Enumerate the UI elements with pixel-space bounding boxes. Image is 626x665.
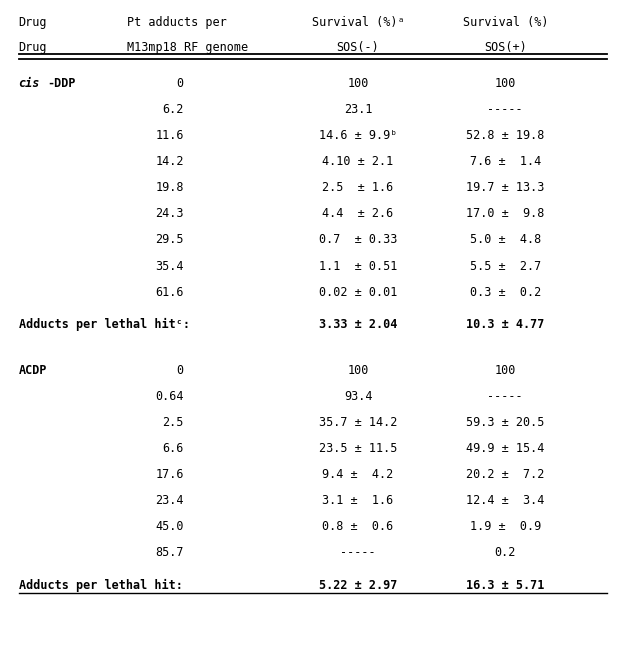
Text: 0.8 ±  0.6: 0.8 ± 0.6 [322, 520, 394, 533]
Text: -----: ----- [341, 546, 376, 559]
Text: 7.6 ±  1.4: 7.6 ± 1.4 [470, 155, 541, 168]
Text: 4.4  ± 2.6: 4.4 ± 2.6 [322, 207, 394, 220]
Text: 4.10 ± 2.1: 4.10 ± 2.1 [322, 155, 394, 168]
Text: -DDP: -DDP [47, 77, 75, 90]
Text: 85.7: 85.7 [155, 546, 184, 559]
Text: 23.4: 23.4 [155, 494, 184, 507]
Text: 0.7  ± 0.33: 0.7 ± 0.33 [319, 233, 398, 247]
Text: 0.3 ±  0.2: 0.3 ± 0.2 [470, 285, 541, 299]
Text: ACDP: ACDP [19, 364, 47, 377]
Text: 12.4 ±  3.4: 12.4 ± 3.4 [466, 494, 545, 507]
Text: -----: ----- [488, 390, 523, 403]
Text: 6.6: 6.6 [162, 442, 184, 455]
Text: 5.5 ±  2.7: 5.5 ± 2.7 [470, 259, 541, 273]
Text: 93.4: 93.4 [344, 390, 372, 403]
Text: 17.6: 17.6 [155, 468, 184, 481]
Text: 6.2: 6.2 [162, 103, 184, 116]
Text: cis: cis [19, 77, 40, 90]
Text: 0.2: 0.2 [495, 546, 516, 559]
Text: 1.9 ±  0.9: 1.9 ± 0.9 [470, 520, 541, 533]
Text: Survival (%): Survival (%) [463, 17, 548, 29]
Text: 52.8 ± 19.8: 52.8 ± 19.8 [466, 129, 545, 142]
Text: 49.9 ± 15.4: 49.9 ± 15.4 [466, 442, 545, 455]
Text: 23.1: 23.1 [344, 103, 372, 116]
Text: 23.5 ± 11.5: 23.5 ± 11.5 [319, 442, 398, 455]
Text: 10.3 ± 4.77: 10.3 ± 4.77 [466, 318, 545, 331]
Text: 20.2 ±  7.2: 20.2 ± 7.2 [466, 468, 545, 481]
Text: 3.33 ± 2.04: 3.33 ± 2.04 [319, 318, 398, 331]
Text: 2.5: 2.5 [162, 416, 184, 429]
Text: Pt adducts per: Pt adducts per [126, 17, 227, 29]
Text: 0.02 ± 0.01: 0.02 ± 0.01 [319, 285, 398, 299]
Text: 59.3 ± 20.5: 59.3 ± 20.5 [466, 416, 545, 429]
Text: Drug: Drug [19, 41, 47, 54]
Text: 19.8: 19.8 [155, 182, 184, 194]
Text: 11.6: 11.6 [155, 129, 184, 142]
Text: 100: 100 [495, 364, 516, 377]
Text: SOS(-): SOS(-) [337, 41, 379, 54]
Text: 14.6 ± 9.9ᵇ: 14.6 ± 9.9ᵇ [319, 129, 398, 142]
Text: 3.1 ±  1.6: 3.1 ± 1.6 [322, 494, 394, 507]
Text: 2.5  ± 1.6: 2.5 ± 1.6 [322, 182, 394, 194]
Text: Adducts per lethal hitᶜ:: Adducts per lethal hitᶜ: [19, 318, 190, 331]
Text: 19.7 ± 13.3: 19.7 ± 13.3 [466, 182, 545, 194]
Text: 1.1  ± 0.51: 1.1 ± 0.51 [319, 259, 398, 273]
Text: Survival (%)ᵃ: Survival (%)ᵃ [312, 17, 404, 29]
Text: 5.22 ± 2.97: 5.22 ± 2.97 [319, 579, 398, 592]
Text: SOS(+): SOS(+) [484, 41, 526, 54]
Text: 9.4 ±  4.2: 9.4 ± 4.2 [322, 468, 394, 481]
Text: 35.4: 35.4 [155, 259, 184, 273]
Text: 100: 100 [347, 77, 369, 90]
Text: 0.64: 0.64 [155, 390, 184, 403]
Text: 61.6: 61.6 [155, 285, 184, 299]
Text: 5.0 ±  4.8: 5.0 ± 4.8 [470, 233, 541, 247]
Text: 24.3: 24.3 [155, 207, 184, 220]
Text: 29.5: 29.5 [155, 233, 184, 247]
Text: Drug: Drug [19, 17, 47, 29]
Text: 35.7 ± 14.2: 35.7 ± 14.2 [319, 416, 398, 429]
Text: 16.3 ± 5.71: 16.3 ± 5.71 [466, 579, 545, 592]
Text: 45.0: 45.0 [155, 520, 184, 533]
Text: 14.2: 14.2 [155, 155, 184, 168]
Text: Adducts per lethal hit:: Adducts per lethal hit: [19, 579, 182, 592]
Text: 100: 100 [347, 364, 369, 377]
Text: 0: 0 [177, 364, 184, 377]
Text: 100: 100 [495, 77, 516, 90]
Text: -----: ----- [488, 103, 523, 116]
Text: 17.0 ±  9.8: 17.0 ± 9.8 [466, 207, 545, 220]
Text: 0: 0 [177, 77, 184, 90]
Text: M13mp18 RF genome: M13mp18 RF genome [126, 41, 248, 54]
